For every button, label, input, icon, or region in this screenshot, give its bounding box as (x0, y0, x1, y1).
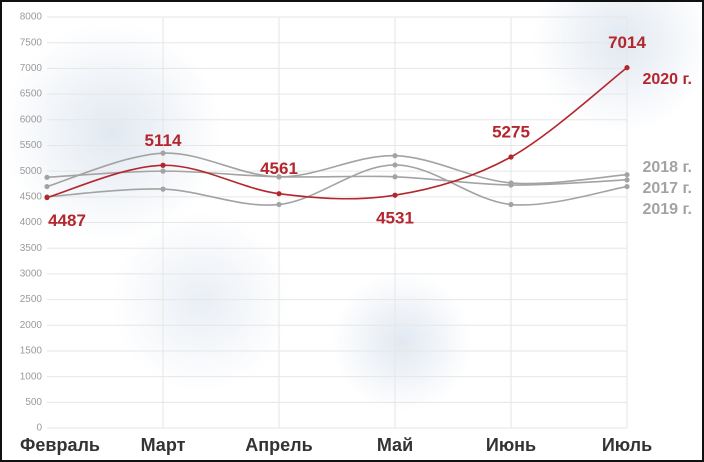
data-point (624, 65, 630, 71)
data-label: 4531 (376, 209, 414, 228)
data-point (160, 186, 166, 192)
series-name-label: 2017 г. (642, 180, 692, 197)
data-point (276, 174, 282, 180)
y-tick-label: 5500 (20, 140, 43, 151)
data-label: 4561 (260, 159, 298, 178)
y-tick-label: 2500 (20, 294, 43, 305)
data-point (392, 153, 398, 159)
y-tick-label: 3000 (20, 269, 43, 280)
x-tick-label: Май (377, 435, 413, 455)
data-point (276, 191, 282, 197)
series-line (46, 152, 628, 188)
data-point (392, 192, 398, 198)
x-tick-label: Февраль (20, 435, 100, 455)
data-point (160, 162, 166, 168)
x-tick-label: Март (141, 435, 186, 455)
y-tick-label: 8000 (20, 12, 43, 23)
data-point (44, 194, 50, 201)
data-point (624, 183, 630, 190)
y-tick-label: 7500 (20, 37, 43, 48)
y-tick-label: 4000 (20, 217, 43, 228)
x-tick-label: Апрель (245, 435, 312, 455)
data-point (160, 150, 166, 156)
data-point (508, 154, 514, 160)
series-line (46, 164, 628, 206)
series-line (46, 67, 628, 200)
y-tick-label: 2000 (20, 320, 43, 331)
y-tick-label: 6500 (20, 89, 43, 100)
y-tick-label: 3500 (20, 243, 43, 254)
data-point (508, 182, 514, 188)
data-point (160, 168, 166, 174)
data-point (44, 174, 50, 180)
y-tick-label: 1500 (20, 346, 43, 357)
data-point (624, 172, 630, 178)
data-label: 7014 (608, 33, 646, 52)
data-point (276, 201, 282, 208)
series-name-label: 2018 г. (642, 159, 692, 176)
series-name-label: 2020 г. (642, 71, 692, 88)
data-point (392, 174, 398, 180)
data-point (392, 162, 398, 168)
data-point (624, 177, 630, 183)
y-tick-label: 1000 (20, 371, 43, 382)
y-tick-label: 500 (25, 397, 42, 408)
data-label: 5114 (145, 131, 182, 150)
y-tick-label: 5000 (20, 166, 43, 177)
y-tick-label: 6000 (20, 114, 43, 125)
data-point (508, 201, 514, 208)
x-tick-label: Июнь (486, 435, 536, 455)
data-label: 4487 (48, 211, 86, 230)
x-tick-label: Июль (602, 435, 652, 455)
y-tick-label: 4500 (20, 191, 43, 202)
series-name-label: 2019 г. (642, 201, 692, 218)
y-tick-label: 0 (36, 423, 42, 434)
y-tick-label: 7000 (20, 63, 43, 74)
series-line (46, 170, 628, 186)
data-label: 5275 (492, 122, 530, 141)
data-point (44, 183, 50, 190)
